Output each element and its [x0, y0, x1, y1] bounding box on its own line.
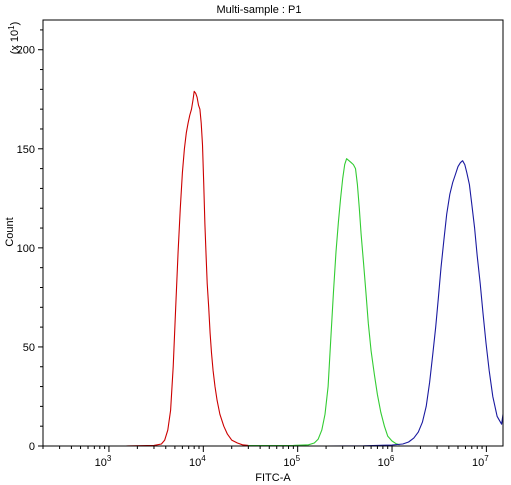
y-tick-label: 100	[17, 243, 35, 255]
x-tick-label: 103	[95, 454, 112, 469]
plot-frame	[42, 19, 504, 447]
y-tick-label: 150	[17, 144, 35, 156]
y-tick-label: 200	[17, 45, 35, 57]
x-tick-label: 107	[472, 454, 489, 469]
chart-title: Multi-sample : P1	[217, 4, 302, 16]
x-tick-label: 104	[189, 454, 206, 469]
histogram-series-3	[214, 160, 504, 447]
y-axis-title: Count	[4, 217, 16, 246]
y-tick-label: 0	[29, 441, 35, 453]
x-tick-label: 106	[378, 454, 395, 469]
x-tick-label: 105	[283, 454, 300, 469]
y-tick-label: 50	[23, 342, 35, 354]
histogram-series-2	[248, 158, 400, 447]
x-axis-title: FITC-A	[255, 472, 291, 484]
histogram-series-1	[125, 90, 277, 447]
y-scale-label: (x 101)	[7, 22, 21, 55]
